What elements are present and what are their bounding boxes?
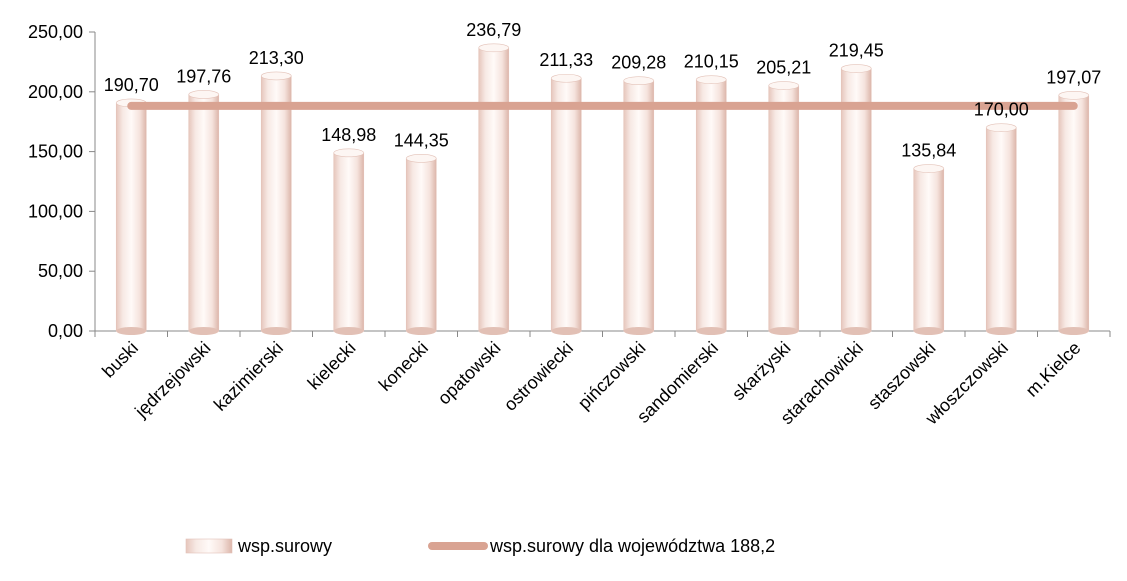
bar-base [1058,327,1089,335]
bar-body [768,85,800,332]
bar-top [550,73,582,83]
data-label: 148,98 [321,125,376,145]
x-category-label: buski [98,338,142,382]
bar-body [695,79,727,332]
x-category-label: ostrowiecki [500,338,577,415]
bar-base [188,327,219,335]
data-label: 210,15 [684,52,739,72]
bar-top [405,154,437,163]
bar [115,98,147,335]
bar-top [768,81,800,90]
bar-top [478,43,510,53]
x-category-label: opatowski [434,338,505,409]
data-label: 236,79 [466,20,521,40]
data-label: 219,45 [829,41,884,61]
bar-body [115,102,147,332]
y-tick-label: 200,00 [28,82,83,102]
bar-base [478,327,509,335]
bar-top [260,71,292,81]
legend-label: wsp.surowy [237,536,332,556]
bar-top [695,75,727,84]
bar-base [986,327,1017,335]
data-label: 135,84 [901,141,956,161]
bar-base [623,327,654,335]
bar-top [1058,91,1090,100]
bar-top [623,76,655,86]
bar-body [333,152,365,332]
x-category-label: kielecki [304,338,360,394]
data-label: 197,76 [176,66,231,86]
y-tick-label: 100,00 [28,201,83,221]
bar-body [1058,95,1090,332]
plot-area: 0,00 50,00 100,00 150,00 200,00 250,00 190,70 1… [28,20,1111,429]
bar-base [116,327,147,335]
data-label: 144,35 [394,130,449,150]
bar [405,154,437,335]
bar [478,43,510,335]
legend: wsp.surowy wsp.surowy dla województwa 188… [185,536,775,556]
bar [913,164,945,335]
x-category-label: skarżyski [728,338,794,404]
bar [623,76,655,335]
data-label: 205,21 [756,58,811,78]
bar-base [333,327,364,335]
legend-swatch-bar [185,538,233,554]
bar [550,73,582,335]
bar-top [188,90,220,99]
x-category-label: m.Kielce [1022,338,1085,401]
legend-item-bars: wsp.surowy [185,536,332,556]
data-label: 209,28 [611,53,666,73]
data-label: 211,33 [539,50,593,70]
bar-base [406,327,437,335]
y-tick-label: 50,00 [38,261,83,281]
bar-base [696,327,727,335]
bar-body [405,158,437,332]
bar [695,75,727,335]
bar-body [260,75,292,332]
x-category-label: staszowski [864,338,940,414]
bar-top [985,123,1017,132]
bar-top [840,64,872,73]
x-category-label: konecki [375,338,432,395]
bar-base [913,327,944,335]
bar-body [550,77,582,332]
legend-label: wsp.surowy dla województwa 188,2 [489,536,775,556]
bar-body [913,168,945,332]
bar-body [985,127,1017,332]
y-tick-label: 150,00 [28,142,83,162]
bar-base [768,327,799,335]
bar-body [188,94,220,332]
x-category-label: pińczowski [574,338,650,414]
bar [188,90,220,335]
bar-body [478,47,510,332]
y-tick-label: 0,00 [48,321,83,341]
bar [985,123,1017,335]
bar [768,81,800,335]
x-category-label: jędrzejowski [130,338,214,422]
bar-base [261,327,292,335]
x-category-label: kazimierski [210,338,287,415]
bar-base [551,327,582,335]
bar [1058,91,1090,335]
data-label: 197,07 [1046,67,1101,87]
data-label: 213,30 [249,48,304,68]
legend-item-line: wsp.surowy dla województwa 188,2 [428,536,775,556]
data-label: 190,70 [104,75,159,95]
y-tick-label: 250,00 [28,22,83,42]
bar [260,71,292,335]
bar [840,64,872,335]
bar-top [333,148,365,158]
bar-body [623,80,655,332]
bar-top [913,164,945,173]
data-label: 170,00 [974,100,1029,120]
bar-base [841,327,872,335]
bar [333,148,365,335]
